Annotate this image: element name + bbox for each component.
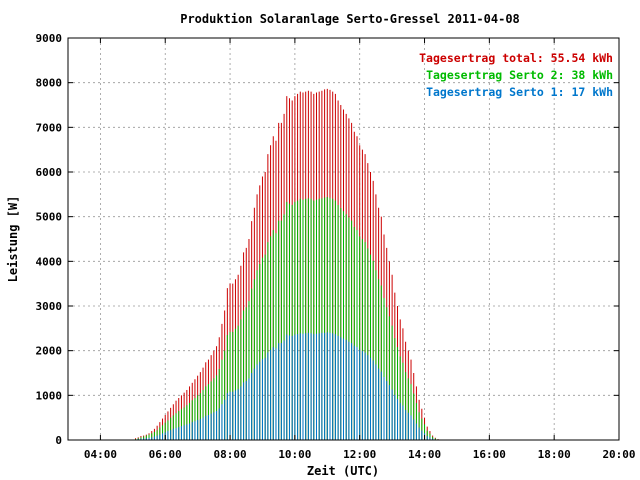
y-tick-label: 2000 <box>36 345 63 358</box>
x-tick-label: 08:00 <box>213 448 246 461</box>
x-tick-label: 16:00 <box>473 448 506 461</box>
y-axis-label: Leistung [W] <box>6 196 20 283</box>
x-axis-label: Zeit (UTC) <box>307 464 379 478</box>
legend: Tagesertrag total: 55.54 kWh Tagesertrag … <box>419 51 613 99</box>
y-tick-label: 8000 <box>36 77 63 90</box>
bars-layer <box>132 88 439 440</box>
y-tick-label: 4000 <box>36 255 63 268</box>
legend-entry-1: Tagesertrag total: 55.54 kWh <box>419 51 613 65</box>
y-tick-label: 6000 <box>36 166 63 179</box>
x-tick-label: 12:00 <box>343 448 376 461</box>
y-tick-label: 0 <box>55 434 62 447</box>
y-tick-label: 5000 <box>36 211 63 224</box>
legend-entry-3: Tagesertrag Serto 1: 17 kWh <box>426 85 613 99</box>
y-tick-label: 3000 <box>36 300 63 313</box>
x-tick-label: 20:00 <box>602 448 635 461</box>
y-tick-label: 9000 <box>36 32 63 45</box>
x-tick-label: 14:00 <box>408 448 441 461</box>
x-tick-label: 04:00 <box>84 448 117 461</box>
ticks-layer: 04:00 06:00 08:00 10:00 12:00 14:00 16:00 18:00… <box>36 32 636 461</box>
y-tick-label: 1000 <box>36 389 63 402</box>
plot-frame <box>67 37 620 441</box>
x-tick-label: 10:00 <box>278 448 311 461</box>
x-tick-label: 06:00 <box>149 448 182 461</box>
y-tick-label: 7000 <box>36 121 63 134</box>
legend-entry-2: Tagesertrag Serto 2: 38 kWh <box>426 68 613 82</box>
chart-title: Produktion Solaranlage Serto-Gressel 201… <box>180 12 520 26</box>
x-tick-label: 18:00 <box>538 448 571 461</box>
